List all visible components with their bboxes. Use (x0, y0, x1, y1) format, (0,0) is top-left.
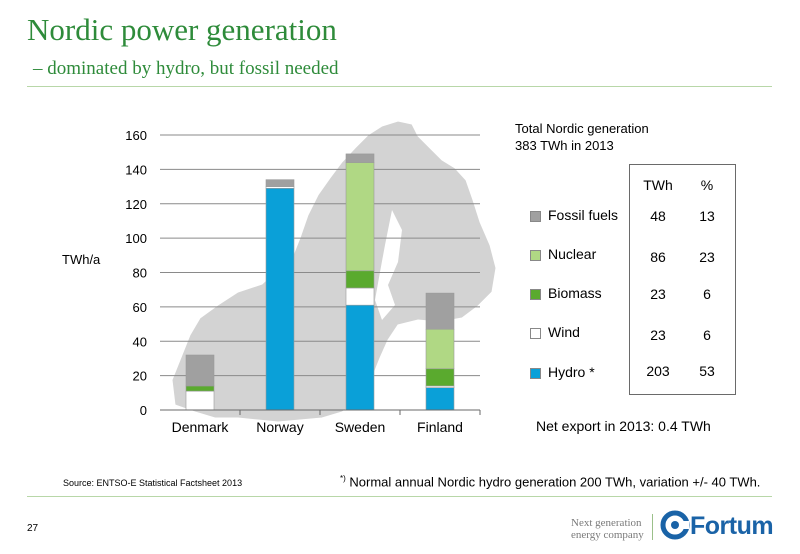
x-tick-label: Finland (417, 419, 463, 435)
table-cell-pct: 53 (699, 363, 715, 379)
bar-segment-hydro (345, 304, 375, 411)
legend-item-wind: Wind (530, 324, 580, 340)
bar-segment-fossilfuels (185, 354, 215, 387)
bar-segment-fossilfuels (425, 292, 455, 330)
total-line-2: 383 TWh in 2013 (515, 138, 614, 153)
bar-segment-wind (185, 390, 215, 411)
fossil-swatch (530, 210, 541, 222)
y-tick-label: 60 (133, 300, 147, 315)
bar-segment-hydro (425, 387, 455, 411)
hydro-swatch (530, 367, 541, 379)
bar-segment-fossilfuels (265, 179, 295, 187)
y-tick-label: 80 (133, 266, 147, 281)
bar-segment-hydro (265, 187, 295, 411)
bar-segment-nuclear (425, 328, 455, 370)
y-tick-label: 20 (133, 369, 147, 384)
legend-item-biomass: Biomass (530, 285, 602, 301)
source-note: Source: ENTSO-E Statistical Factsheet 20… (63, 478, 243, 488)
table-cell-twh: 23 (650, 286, 666, 302)
tagline-line-1: Next generation (571, 517, 642, 529)
stacked-bars (185, 153, 455, 411)
header-divider (27, 86, 772, 87)
x-tick-label: Norway (256, 419, 303, 435)
tagline-line-2: energy company (571, 529, 644, 541)
legend-label-biomass: Biomass (548, 285, 602, 301)
slide-title: Nordic power generation (27, 12, 337, 47)
legend-item-hydro: Hydro * (530, 364, 595, 380)
table-cell-twh: 48 (650, 208, 666, 224)
biomass-swatch (530, 288, 541, 300)
legend-label-wind: Wind (548, 324, 580, 340)
footer-divider (27, 496, 772, 497)
table-header-pct: % (700, 177, 714, 193)
footnote-text: Normal annual Nordic hydro generation 20… (345, 474, 761, 490)
legend-item-fossil: Fossil fuels (530, 207, 618, 223)
legend-item-nuclear: Nuclear (530, 246, 596, 262)
total-line-1: Total Nordic generation (515, 121, 649, 136)
table-cell-pct: 23 (699, 249, 715, 265)
legend-label-fossil: Fossil fuels (548, 207, 619, 223)
bar-segment-fossilfuels (345, 153, 375, 163)
y-tick-label: 140 (125, 162, 147, 177)
logo-divider (652, 514, 653, 540)
table-cell-twh: 203 (646, 363, 670, 379)
bar-segment-nuclear (345, 162, 375, 272)
net-export-note: Net export in 2013: 0.4 TWh (536, 418, 711, 434)
generation-table: TWh % 48 13 86 23 23 6 23 6 203 53 (629, 164, 736, 395)
y-tick-label: 40 (133, 334, 147, 349)
x-tick-label: Denmark (172, 419, 230, 435)
bar-segment-biomass (185, 385, 215, 392)
fortum-logo-text: Fortum (690, 512, 774, 540)
table-cell-pct: 13 (699, 208, 715, 224)
footnote-mark: *) (340, 474, 346, 483)
bar-segment-biomass (425, 368, 455, 387)
tagline: Next generation energy company (571, 517, 644, 541)
bar-segment-wind (345, 287, 375, 306)
page-number: 27 (27, 523, 39, 534)
x-tick-label: Sweden (335, 419, 386, 435)
fortum-logo-icon (660, 510, 690, 540)
table-cell-pct: 6 (703, 327, 711, 343)
legend-label-hydro: Hydro * (548, 364, 595, 380)
legend-label-nuclear: Nuclear (548, 246, 597, 262)
chart-axes: 0 20 40 60 80 100 120 140 160 TWh/a Denmark Norway S… (62, 128, 481, 435)
y-tick-label: 0 (140, 403, 147, 418)
y-tick-label: 120 (125, 197, 147, 212)
y-axis-label: TWh/a (62, 252, 101, 267)
slide-subtitle: – dominated by hydro, but fossil needed (33, 58, 339, 79)
table-cell-twh: 86 (650, 249, 666, 265)
table-cell-twh: 23 (650, 327, 666, 343)
total-generation-note: Total Nordic generation 383 TWh in 2013 (515, 120, 649, 154)
table-cell-pct: 6 (703, 286, 711, 302)
bar-segment-biomass (345, 270, 375, 289)
nuclear-swatch (530, 249, 541, 261)
hydro-footnote: *) Normal annual Nordic hydro generation… (340, 474, 760, 489)
y-tick-label: 100 (125, 231, 147, 246)
table-header-twh: TWh (643, 177, 673, 193)
y-tick-label: 160 (125, 128, 147, 143)
wind-swatch (530, 327, 541, 339)
